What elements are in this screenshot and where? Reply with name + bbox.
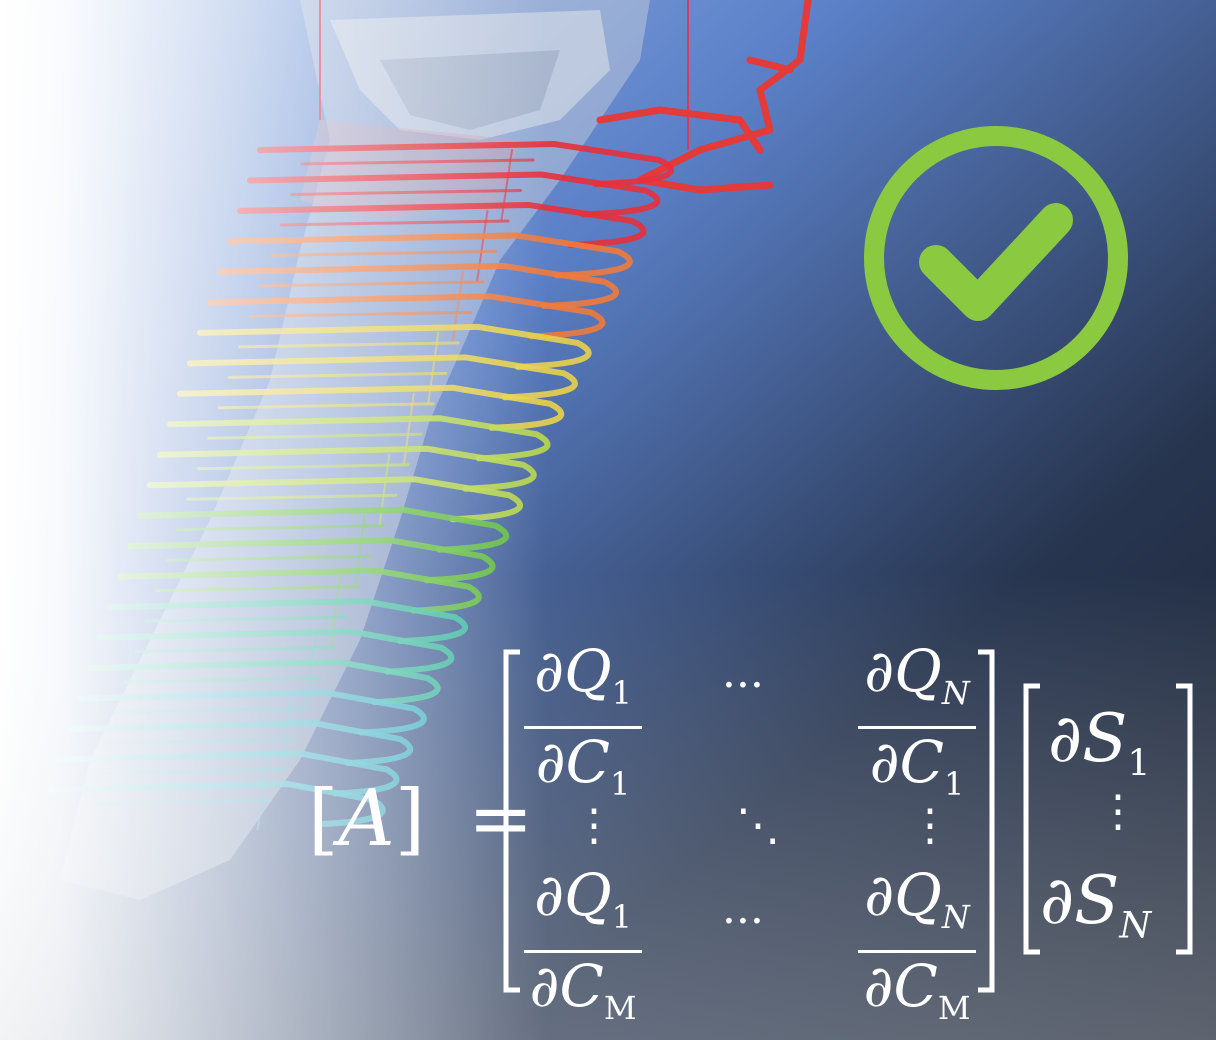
matrix-entry-1-1: ∂Q1 ∂C1 <box>524 640 642 815</box>
matrix-brackets <box>503 649 1193 993</box>
lhs-symbol: A <box>338 774 395 864</box>
vector-entry-1: ∂S1 <box>1048 700 1151 785</box>
vdots-left: ⋮ <box>572 800 616 851</box>
hdots-bottom: ··· <box>722 896 764 947</box>
vector-entry-n: ∂SN <box>1040 862 1152 947</box>
vdots-right: ⋮ <box>908 800 952 851</box>
matrix-entry-1-n: ∂QN ∂C1 <box>858 640 976 815</box>
equation-lhs: [A] = <box>308 774 533 864</box>
lhs-open-bracket: [ <box>308 774 339 864</box>
vdots-vector: ⋮ <box>1096 786 1140 837</box>
matrix-entry-m-n: ∂QN ∂CM <box>858 864 976 1039</box>
equals-sign: = <box>468 774 534 864</box>
hdots-top: ··· <box>722 660 764 711</box>
check-circle-icon <box>864 126 1128 390</box>
matrix-entry-m-1: ∂Q1 ∂CM <box>524 864 642 1039</box>
ddots-center: ⋱ <box>736 800 780 851</box>
lhs-close-bracket: ] <box>394 774 426 864</box>
